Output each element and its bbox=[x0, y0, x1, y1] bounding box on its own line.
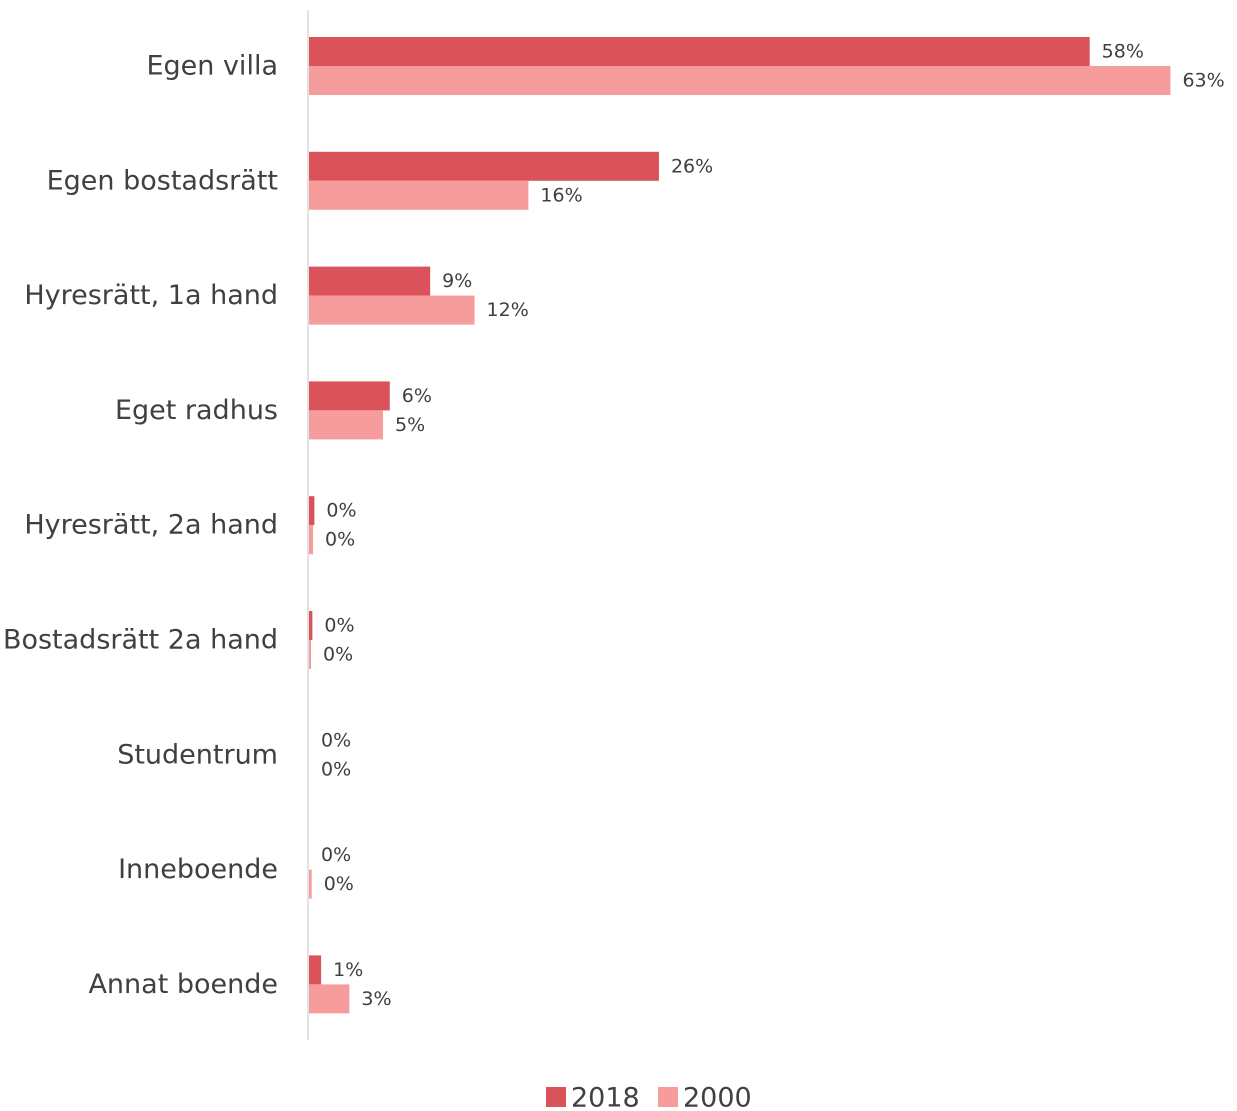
data-label: 5% bbox=[395, 414, 425, 436]
labels-layer: Egen villa 58% 63% Egen bostadsrätt 26% 16% Hy… bbox=[3, 41, 1225, 1010]
data-label: 16% bbox=[540, 184, 582, 206]
data-label: 0% bbox=[321, 844, 351, 866]
legend-swatch-2000 bbox=[658, 1087, 678, 1107]
legend-entry: 2000 bbox=[683, 1083, 752, 1111]
bar-2018-8 bbox=[309, 955, 322, 985]
bar-2018-3 bbox=[309, 381, 390, 411]
data-label: 1% bbox=[333, 959, 363, 981]
bar-2000-0 bbox=[309, 66, 1171, 95]
bar-2018-0 bbox=[309, 37, 1090, 66]
data-label: 12% bbox=[487, 299, 529, 321]
bar-2018-5 bbox=[309, 611, 313, 640]
data-label: 0% bbox=[324, 873, 354, 895]
bar-2000-4 bbox=[309, 525, 314, 555]
category-label: Eget radhus bbox=[115, 395, 278, 426]
category-label: Annat boende bbox=[88, 969, 278, 1000]
data-label: 6% bbox=[402, 385, 432, 407]
bar-2000-2 bbox=[309, 295, 475, 325]
data-label: 0% bbox=[323, 644, 353, 666]
category-label: Hyresrätt, 2a hand bbox=[24, 510, 278, 541]
data-label: 0% bbox=[325, 529, 355, 551]
data-label: 0% bbox=[324, 615, 354, 637]
data-label: 0% bbox=[326, 500, 356, 522]
data-label: 26% bbox=[671, 155, 713, 177]
legend: 2018 2000 bbox=[546, 1083, 752, 1111]
bar-2018-4 bbox=[309, 496, 315, 526]
bar-2000-7 bbox=[309, 869, 312, 899]
legend-entry: 2018 bbox=[571, 1083, 640, 1111]
bar-2018-1 bbox=[309, 151, 659, 181]
data-label: 3% bbox=[361, 988, 391, 1010]
category-label: Egen villa bbox=[146, 51, 278, 82]
legend-swatch-2018 bbox=[546, 1087, 566, 1107]
category-label: Bostadsrätt 2a hand bbox=[3, 625, 278, 656]
bar-2000-1 bbox=[309, 180, 529, 210]
bar-2018-2 bbox=[309, 266, 431, 296]
data-label: 0% bbox=[321, 729, 351, 751]
category-label: Inneboende bbox=[118, 854, 278, 885]
category-label: Studentrum bbox=[117, 739, 278, 770]
category-label: Hyresrätt, 1a hand bbox=[24, 280, 278, 311]
bar-2000-3 bbox=[309, 410, 384, 440]
bars-layer bbox=[309, 37, 1171, 1014]
data-label: 58% bbox=[1102, 41, 1144, 63]
category-label: Egen bostadsrätt bbox=[47, 165, 278, 196]
bar-2000-8 bbox=[309, 984, 350, 1014]
data-label: 0% bbox=[321, 758, 351, 780]
data-label: 63% bbox=[1182, 70, 1224, 92]
bar-2000-5 bbox=[309, 640, 312, 669]
data-label: 9% bbox=[442, 270, 472, 292]
